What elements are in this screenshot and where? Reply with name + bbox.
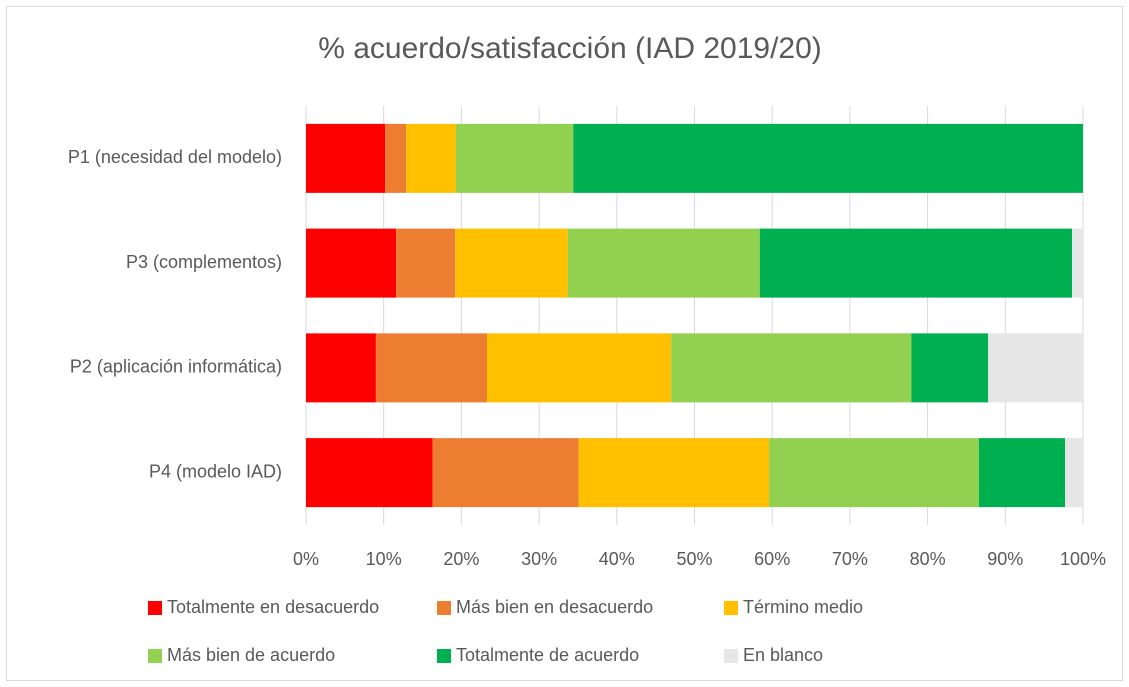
x-tick-label: 20%	[443, 549, 479, 569]
bar-segment	[573, 123, 1083, 193]
bar-segment	[487, 333, 672, 403]
bar-segment	[306, 228, 397, 298]
bar-segment	[396, 228, 456, 298]
x-tick-label: 90%	[987, 549, 1023, 569]
legend-label: Más bien de acuerdo	[167, 645, 335, 665]
legend-swatch	[724, 649, 738, 663]
bar-segment	[406, 123, 456, 193]
legend-label: Término medio	[743, 597, 863, 617]
bar-segment	[455, 228, 568, 298]
legend-swatch	[724, 601, 738, 615]
bar-segment	[1065, 438, 1083, 508]
bar-segment	[306, 333, 376, 403]
x-tick-label: 100%	[1060, 549, 1106, 569]
bar-segment	[759, 228, 1073, 298]
legend-swatch	[437, 601, 451, 615]
bar-segment	[578, 438, 770, 508]
legend-label: Totalmente en desacuerdo	[167, 597, 379, 617]
x-tick-label: 0%	[293, 549, 319, 569]
bar-segment	[769, 438, 979, 508]
y-tick-label: P1 (necesidad del modelo)	[68, 147, 282, 167]
legend-label: En blanco	[743, 645, 823, 665]
bar-segment	[671, 333, 912, 403]
x-tick-label: 10%	[366, 549, 402, 569]
bar-segment	[385, 123, 407, 193]
bar-segment	[911, 333, 989, 403]
bar-segment	[455, 123, 574, 193]
bar-segment	[432, 438, 579, 508]
bar-segment	[306, 438, 433, 508]
x-tick-label: 80%	[910, 549, 946, 569]
x-tick-label: 30%	[521, 549, 557, 569]
chart-title: % acuerdo/satisfacción (IAD 2019/20)	[318, 32, 822, 65]
x-tick-label: 50%	[676, 549, 712, 569]
legend-label: Más bien en desacuerdo	[456, 597, 653, 617]
y-tick-label: P4 (modelo IAD)	[149, 461, 282, 481]
bar-segment	[988, 333, 1083, 403]
legend-label: Totalmente de acuerdo	[456, 645, 639, 665]
legend-swatch	[437, 649, 451, 663]
bar-segment	[978, 438, 1066, 508]
y-tick-label: P2 (aplicación informática)	[70, 357, 282, 377]
bar-segment	[567, 228, 760, 298]
y-tick-label: P3 (complementos)	[126, 252, 282, 272]
legend-swatch	[148, 649, 162, 663]
x-tick-label: 60%	[754, 549, 790, 569]
bar-segment	[306, 123, 386, 193]
x-tick-label: 40%	[599, 549, 635, 569]
bar-segment	[1072, 228, 1083, 298]
x-tick-label: 70%	[832, 549, 868, 569]
bar-segment	[375, 333, 488, 403]
legend-swatch	[148, 601, 162, 615]
